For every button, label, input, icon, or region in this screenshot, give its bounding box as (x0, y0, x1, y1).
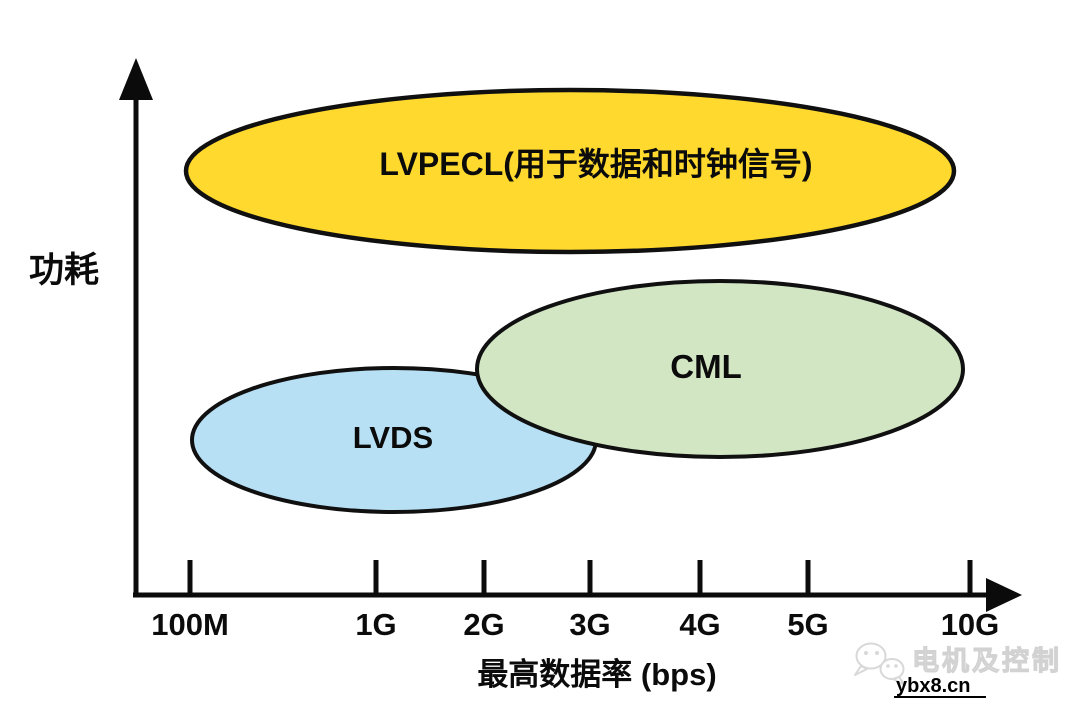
x-axis-arrow-icon (986, 578, 1022, 612)
region-lvpecl (183, 87, 957, 255)
x-tick-label-5g: 5G (787, 607, 828, 642)
x-tick-label-2g: 2G (463, 607, 504, 642)
regions: LVPECL(用于数据和时钟信号) LVDS CML (183, 87, 965, 514)
watermark-site: ybx8.cn (896, 675, 970, 697)
x-tick-label-100m: 100M (151, 607, 229, 642)
wechat-icon (854, 642, 906, 686)
region-cml (475, 279, 965, 459)
x-axis: 100M 1G 2G 3G 4G 5G 10G 最高数据率 (bps) (133, 560, 1022, 692)
y-axis-label: 功耗 (29, 251, 99, 290)
watermark-brand: 电机及控制 (912, 646, 1062, 676)
y-axis-arrow-icon (119, 58, 153, 100)
watermark: 电机及控制 ybx8.cn (854, 642, 1062, 698)
x-tick-label-4g: 4G (679, 607, 720, 642)
x-axis-label: 最高数据率 (bps) (477, 657, 716, 692)
x-tick-label-1g: 1G (355, 607, 396, 642)
region-lvds-label: LVDS (353, 420, 433, 455)
region-cml-label: CML (670, 348, 741, 385)
x-tick-label-10g: 10G (941, 607, 1000, 642)
y-axis: 功耗 (29, 58, 153, 597)
x-tick-label-3g: 3G (569, 607, 610, 642)
region-lvpecl-label: LVPECL(用于数据和时钟信号) (379, 146, 812, 182)
